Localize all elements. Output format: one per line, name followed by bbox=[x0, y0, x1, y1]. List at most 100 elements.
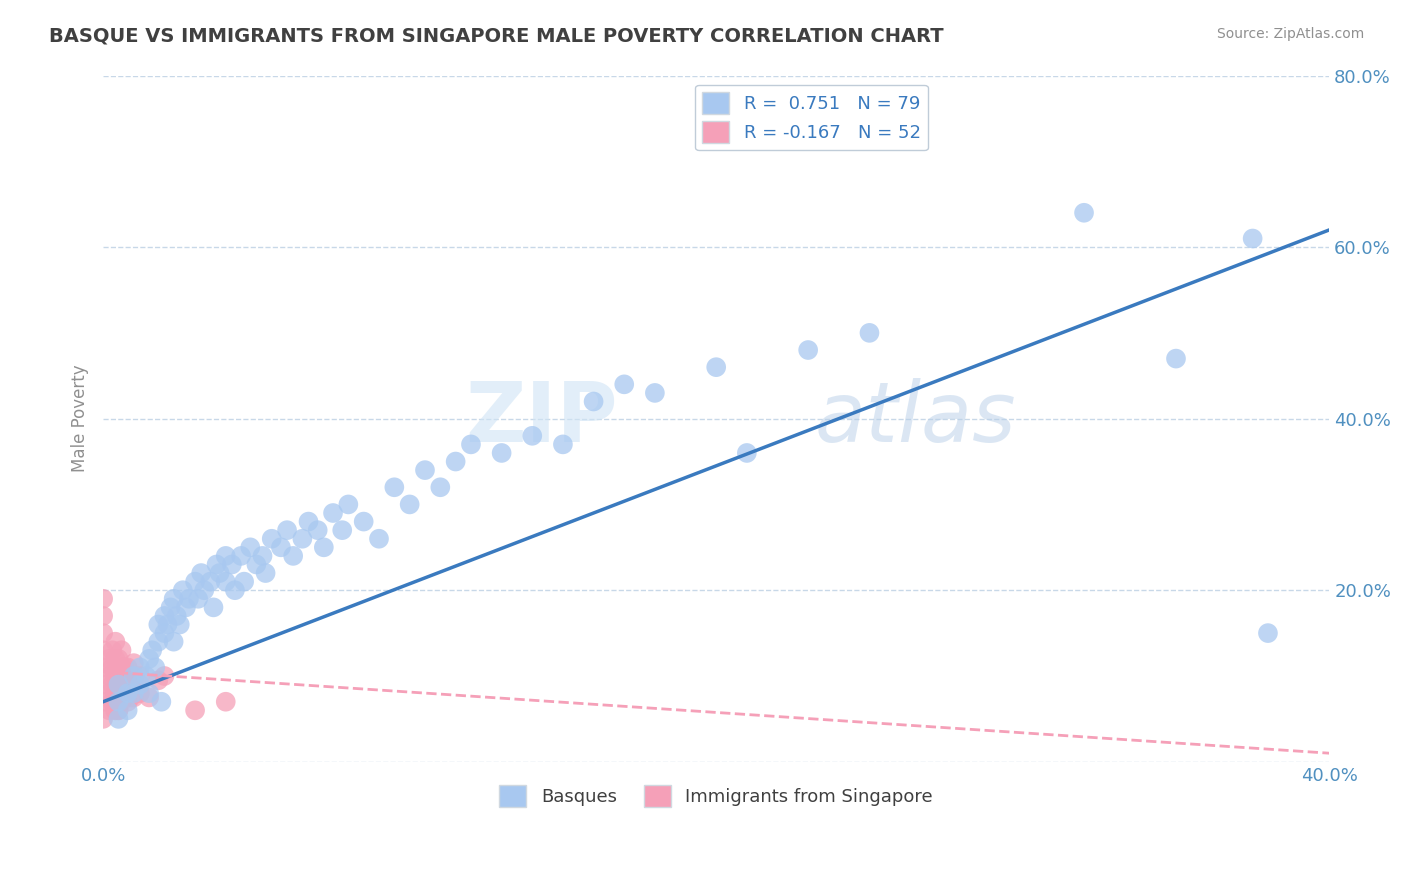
Point bbox=[138, 652, 160, 666]
Point bbox=[114, 677, 136, 691]
Legend: Basques, Immigrants from Singapore: Basques, Immigrants from Singapore bbox=[492, 778, 941, 814]
Point bbox=[200, 574, 222, 589]
Point bbox=[169, 617, 191, 632]
Point bbox=[491, 446, 513, 460]
Point bbox=[104, 686, 127, 700]
Point bbox=[1164, 351, 1187, 366]
Point bbox=[205, 558, 228, 572]
Point bbox=[104, 669, 127, 683]
Point bbox=[129, 686, 152, 700]
Point bbox=[429, 480, 451, 494]
Point bbox=[153, 609, 176, 624]
Point bbox=[117, 686, 139, 700]
Point bbox=[107, 712, 129, 726]
Point bbox=[797, 343, 820, 357]
Point bbox=[91, 677, 114, 691]
Point bbox=[353, 515, 375, 529]
Point bbox=[91, 695, 114, 709]
Point bbox=[1257, 626, 1279, 640]
Point bbox=[148, 617, 170, 632]
Point bbox=[107, 703, 129, 717]
Point bbox=[120, 690, 142, 705]
Point bbox=[1073, 206, 1095, 220]
Point bbox=[582, 394, 605, 409]
Y-axis label: Male Poverty: Male Poverty bbox=[72, 365, 89, 473]
Point bbox=[138, 690, 160, 705]
Point bbox=[110, 660, 132, 674]
Point bbox=[98, 669, 121, 683]
Point bbox=[1241, 231, 1264, 245]
Point bbox=[215, 695, 238, 709]
Point bbox=[322, 506, 344, 520]
Text: BASQUE VS IMMIGRANTS FROM SINGAPORE MALE POVERTY CORRELATION CHART: BASQUE VS IMMIGRANTS FROM SINGAPORE MALE… bbox=[49, 27, 943, 45]
Point bbox=[184, 703, 207, 717]
Point bbox=[122, 669, 145, 683]
Point bbox=[644, 385, 666, 400]
Point bbox=[148, 673, 170, 688]
Point bbox=[122, 673, 145, 688]
Point bbox=[221, 558, 243, 572]
Point bbox=[107, 695, 129, 709]
Point bbox=[254, 566, 277, 580]
Point bbox=[297, 515, 319, 529]
Point bbox=[107, 677, 129, 691]
Point bbox=[91, 643, 114, 657]
Point bbox=[129, 660, 152, 674]
Point bbox=[110, 643, 132, 657]
Point bbox=[120, 673, 142, 688]
Point bbox=[159, 600, 181, 615]
Text: ZIP: ZIP bbox=[465, 378, 619, 459]
Point bbox=[107, 652, 129, 666]
Point bbox=[91, 660, 114, 674]
Point bbox=[107, 690, 129, 705]
Point bbox=[413, 463, 436, 477]
Point bbox=[704, 360, 727, 375]
Point bbox=[117, 677, 139, 691]
Point bbox=[122, 690, 145, 705]
Point bbox=[239, 541, 262, 555]
Point bbox=[337, 498, 360, 512]
Point bbox=[233, 574, 256, 589]
Point bbox=[858, 326, 880, 340]
Point bbox=[270, 541, 292, 555]
Point bbox=[735, 446, 758, 460]
Point bbox=[215, 574, 238, 589]
Point bbox=[153, 626, 176, 640]
Point bbox=[104, 634, 127, 648]
Point bbox=[229, 549, 252, 563]
Text: Source: ZipAtlas.com: Source: ZipAtlas.com bbox=[1216, 27, 1364, 41]
Point bbox=[551, 437, 574, 451]
Point bbox=[104, 669, 127, 683]
Point bbox=[245, 558, 267, 572]
Point bbox=[291, 532, 314, 546]
Point bbox=[150, 695, 173, 709]
Point bbox=[307, 523, 329, 537]
Point bbox=[101, 677, 124, 691]
Point bbox=[101, 660, 124, 674]
Point bbox=[444, 454, 467, 468]
Point bbox=[107, 677, 129, 691]
Point bbox=[104, 703, 127, 717]
Point bbox=[174, 600, 197, 615]
Point bbox=[382, 480, 405, 494]
Point bbox=[91, 712, 114, 726]
Point bbox=[177, 591, 200, 606]
Point bbox=[283, 549, 305, 563]
Point bbox=[312, 541, 335, 555]
Point bbox=[166, 609, 188, 624]
Point bbox=[101, 643, 124, 657]
Point bbox=[91, 609, 114, 624]
Point bbox=[101, 695, 124, 709]
Point bbox=[104, 703, 127, 717]
Point bbox=[276, 523, 298, 537]
Point bbox=[104, 686, 127, 700]
Point bbox=[98, 652, 121, 666]
Point bbox=[224, 583, 246, 598]
Point bbox=[138, 686, 160, 700]
Point bbox=[190, 566, 212, 580]
Point bbox=[193, 583, 215, 598]
Point bbox=[202, 600, 225, 615]
Point bbox=[110, 677, 132, 691]
Point bbox=[122, 656, 145, 670]
Point bbox=[398, 498, 420, 512]
